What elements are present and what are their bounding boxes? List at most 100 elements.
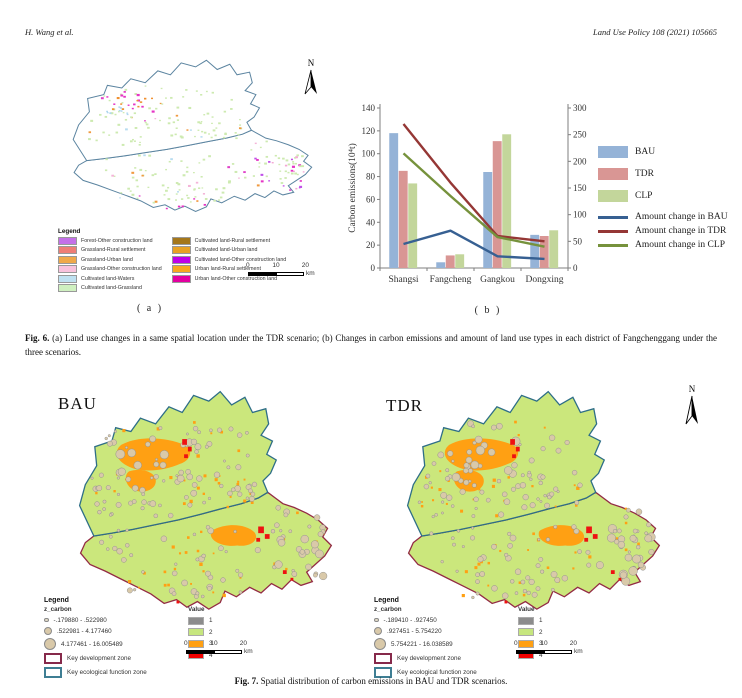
value-swatch: [188, 628, 204, 636]
legend-item: Grassland-Other construction land: [58, 265, 162, 273]
legend-item: Urban land-Rural settlement: [171, 265, 287, 273]
zone-swatch: [374, 653, 392, 664]
landuse-change-pixels: [88, 85, 305, 210]
legend-item: 2: [188, 628, 258, 636]
scale-20: 20: [569, 640, 577, 647]
legend-swatch: [171, 236, 191, 245]
legend-field-name: z_carbon: [44, 606, 72, 613]
legend-item: .927451 - 5.754220: [374, 627, 502, 635]
svg-text:N: N: [308, 58, 315, 68]
svg-text:140: 140: [362, 103, 376, 113]
legend-item: Urban land-Other construction land: [171, 274, 287, 283]
legend-item: 2: [518, 628, 588, 636]
legend-swatch: [598, 168, 628, 180]
legend-swatch: [598, 190, 628, 202]
fig7-tdr-legend: Legend z_carbon -.189410 - .927450 .9274…: [374, 597, 624, 678]
fig6b-sublabel: ( b ): [474, 305, 502, 316]
value-swatch: [188, 639, 204, 648]
legend-item: Grassland-Rural settlement: [58, 246, 162, 254]
legend-swatch: [58, 274, 77, 283]
value-swatch: [188, 616, 204, 625]
fig7-tdr-scalebar: 0 10 20 km: [514, 640, 583, 655]
value-swatch: [518, 628, 534, 636]
svg-text:80: 80: [366, 172, 376, 182]
legend-item: -.179880 - .522980: [44, 616, 172, 624]
legend-item: 3: [518, 639, 588, 648]
legend-item: 5.754221 - 16.038589: [374, 638, 502, 650]
legend-item: Key development zone: [44, 653, 172, 664]
legend-label: TDR: [635, 169, 654, 179]
value-swatch: [518, 616, 534, 625]
legend-item: 1: [518, 616, 588, 625]
legend-item: Amount change in CLP: [598, 240, 728, 250]
legend-label: Cultivated land-Urban land: [194, 247, 258, 253]
legend-swatch: [58, 284, 77, 292]
legend-label: Cultivated land-Waters: [81, 275, 135, 282]
legend-label: BAU: [635, 147, 656, 157]
legend-item: Grassland-Urban land: [58, 255, 162, 264]
graduated-dot-large: [44, 638, 56, 650]
svg-text:50: 50: [573, 236, 583, 246]
legend-label: Urban land-Rural settlement: [194, 266, 261, 272]
fig7-caption-text: Spatial distribution of carbon emissions…: [260, 676, 508, 686]
fig7-bau-scalebar: 0 10 20 km: [184, 640, 253, 655]
fig7-bau-map: [26, 380, 358, 636]
svg-text:100: 100: [573, 210, 587, 220]
value-label: 4: [209, 651, 213, 659]
legend-label: Amount change in TDR: [635, 226, 727, 236]
legend-field-name: z_carbon: [374, 606, 402, 613]
fig6b-chart-legend: BAU TDR CLP Amount change in BAU Amount …: [598, 146, 728, 254]
fig6b-carbon-chart: 0 20 40 60 80 100 120 140 0 50 100 150 200 250 300 Shan…: [347, 103, 587, 285]
legend-swatch: [598, 146, 628, 158]
legend-label: Grassland-Rural settlement: [81, 247, 146, 253]
zone-label: Key development zone: [397, 655, 462, 662]
legend-item: Cultivated land-Urban land: [171, 246, 287, 254]
map-north-region: [73, 60, 259, 160]
legend-item: Amount change in BAU: [598, 212, 728, 222]
scale-unit: km: [574, 648, 583, 655]
graduated-dot-medium: [374, 627, 382, 635]
fig7-bau-legend: Legend z_carbon -.179880 - .522980 .5229…: [44, 597, 294, 678]
legend-swatch: [58, 255, 77, 264]
scale-unit: km: [244, 648, 253, 655]
legend-item: .522981 - 4.177460: [44, 627, 172, 635]
scale-20: 20: [301, 262, 309, 269]
legend-label: Grassland-Urban land: [81, 256, 133, 263]
legend-item: Key ecological function zone: [44, 667, 172, 678]
legend-line-swatch: [598, 229, 628, 233]
value-label: 4: [539, 651, 543, 659]
class-range: 5.754221 - 16.038589: [391, 640, 453, 648]
scale-0: 0: [246, 262, 250, 269]
zone-swatch: [374, 667, 392, 678]
legend-item: Key development zone: [374, 653, 502, 664]
legend-swatch: [58, 236, 77, 245]
legend-line-swatch: [598, 215, 628, 219]
legend-item: Forest-Other construction land: [58, 236, 162, 245]
scale-20: 20: [239, 640, 247, 647]
svg-text:N: N: [689, 384, 696, 394]
legend-label: Amount change in CLP: [635, 240, 725, 250]
svg-text:300: 300: [573, 103, 587, 113]
svg-text:250: 250: [573, 130, 587, 140]
legend-label: Cultivated land-Grassland: [81, 285, 142, 291]
legend-item: Amount change in TDR: [598, 226, 728, 236]
bau-panel-title: BAU: [58, 394, 97, 413]
legend-item: Key ecological function zone: [374, 667, 502, 678]
fig6a-sublabel: ( a ): [136, 303, 164, 314]
class-range: -.179880 - .522980: [53, 616, 107, 624]
value-title: Value: [188, 606, 205, 613]
class-range: -.189410 - .927450: [383, 616, 437, 624]
fig7-tdr-map: [354, 380, 686, 636]
zone-label: Key development zone: [67, 655, 132, 662]
legend-item: BAU: [598, 146, 728, 158]
class-range: .927451 - 5.754220: [387, 627, 442, 635]
value-label: 1: [209, 617, 213, 624]
tdr-panel-title: TDR: [386, 396, 423, 415]
value-label: 3: [209, 640, 213, 647]
svg-text:Dongxing: Dongxing: [526, 275, 564, 285]
scale-unit: km: [306, 270, 315, 277]
scale-0: 0: [514, 640, 518, 647]
legend-label: Forest-Other construction land: [81, 237, 153, 244]
legend-title: Legend: [374, 597, 399, 604]
legend-item: 3: [188, 639, 258, 648]
